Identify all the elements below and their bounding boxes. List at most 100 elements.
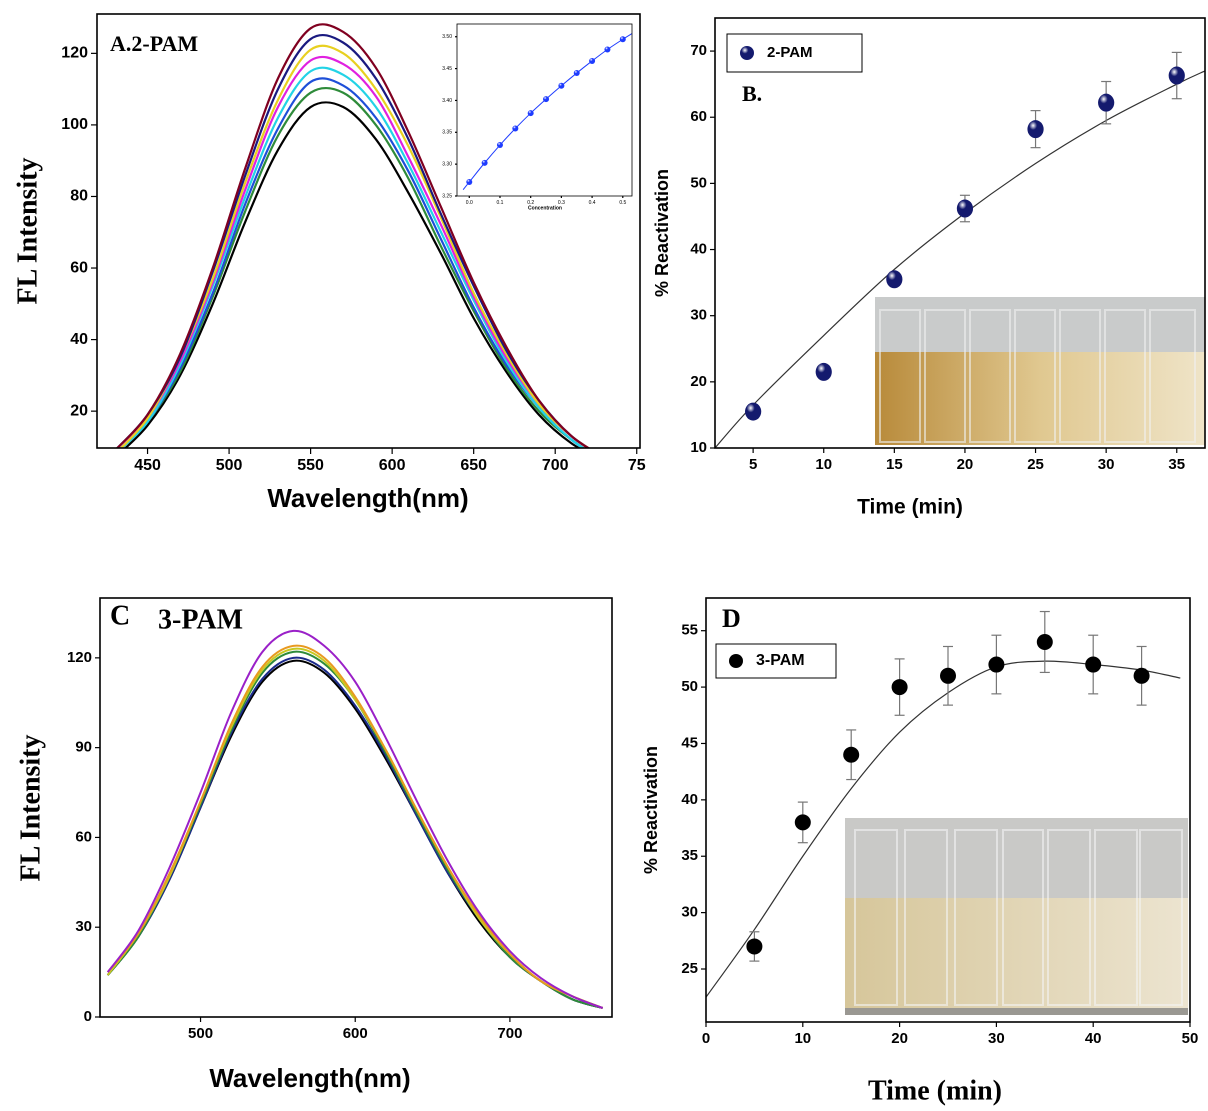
marker: [604, 46, 611, 53]
series-line: [123, 101, 581, 448]
x-axis-label: Wavelength(nm): [267, 483, 468, 513]
x-tick-label: 550: [297, 457, 324, 474]
marker: [1098, 93, 1115, 112]
marker: [746, 938, 763, 955]
y-axis-label: % Reactivation: [652, 169, 672, 297]
y-tick-label: 30: [681, 904, 698, 921]
y-tick-label: 50: [681, 678, 698, 695]
x-tick-label: 700: [497, 1025, 522, 1042]
marker: [794, 814, 811, 831]
series-line: [120, 66, 585, 448]
x-tick-label: 0: [702, 1030, 710, 1047]
marker: [988, 656, 1005, 673]
x-tick-label: 0.5: [619, 200, 626, 206]
panel-annotation: C: [110, 600, 130, 631]
x-tick-label: 50: [1182, 1030, 1199, 1047]
y-tick-label: 10: [690, 439, 707, 456]
plot-frame: [96, 13, 641, 449]
y-tick-label: 3.25: [442, 193, 452, 199]
marker: [1085, 656, 1102, 673]
x-axis-label: Concentration: [528, 205, 562, 211]
x-tick-label: 0.2: [527, 200, 534, 206]
x-tick-label: 650: [460, 457, 487, 474]
y-tick-label: 3.30: [442, 161, 452, 167]
series-line: [115, 33, 591, 448]
panel-annotation: D: [722, 604, 741, 633]
y-tick-label: 40: [681, 791, 698, 808]
x-tick-label: 600: [343, 1025, 368, 1042]
x-tick-label: 5: [749, 456, 757, 473]
y-tick-label: 25: [681, 960, 698, 977]
panel: 5 10 15 20 25 30 35 10 20 30 40 50 60 70 Time (min) % R…: [652, 17, 1206, 519]
y-tick-label: 40: [70, 331, 88, 348]
y-axis-label: FL Intensity: [15, 734, 46, 881]
marker: [589, 57, 596, 64]
marker: [466, 178, 473, 185]
legend-label: 2-PAM: [767, 44, 813, 61]
marker: [558, 82, 565, 89]
y-tick-label: 20: [70, 402, 88, 419]
y-tick-label: 70: [690, 42, 707, 59]
vial-photo-d: [845, 818, 1188, 1015]
plot-frame: [456, 23, 633, 197]
marker: [815, 362, 832, 381]
marker: [619, 36, 626, 43]
x-tick-label: 20: [957, 456, 974, 473]
y-tick-label: 3.50: [442, 34, 452, 40]
y-tick-label: 120: [67, 649, 92, 666]
x-axis-label: Wavelength(nm): [209, 1063, 410, 1093]
plot-area: [715, 51, 1205, 448]
x-tick-label: 10: [794, 1030, 811, 1047]
y-tick-label: 30: [75, 918, 92, 935]
marker: [1168, 66, 1185, 85]
marker: [1036, 633, 1053, 650]
panel: 500 600 700 0 30 60 90 120 Wavelength(nm) FL Inte…: [15, 597, 613, 1093]
y-tick-label: 20: [690, 373, 707, 390]
x-tick-label: 40: [1085, 1030, 1102, 1047]
plot-frame: [714, 17, 1206, 449]
series-line: [120, 77, 585, 448]
x-tick-label: 35: [1168, 456, 1185, 473]
y-tick-label: 3.40: [442, 98, 452, 104]
x-tick-label: 30: [988, 1030, 1005, 1047]
vial-photo-b: [875, 297, 1205, 445]
x-tick-label: 500: [216, 457, 243, 474]
y-axis-label: % Reactivation: [641, 746, 661, 874]
x-tick-label: 25: [1027, 456, 1044, 473]
series-line: [106, 659, 603, 1009]
series-line: [119, 55, 591, 448]
marker: [745, 402, 762, 421]
panel-annotation: 3-PAM: [158, 604, 243, 635]
y-tick-label: 45: [681, 734, 698, 751]
x-tick-label: 450: [134, 457, 161, 474]
y-tick-label: 80: [70, 188, 88, 205]
plot-area: [462, 33, 632, 190]
x-tick-label: 0.4: [589, 200, 596, 206]
y-tick-label: 60: [690, 108, 707, 125]
panel: 0.0 0.1 0.2 0.3 0.4 0.5 3.25 3.30 3.35 3.40 3.45 3.…: [442, 23, 633, 211]
marker: [891, 679, 908, 696]
panel: 0 10 20 30 40 50 25 30 35 40 45 50 55 Time (min) % Rea…: [641, 597, 1199, 1106]
marker: [481, 159, 488, 166]
x-tick-label: 600: [379, 457, 406, 474]
series-line: [119, 86, 586, 448]
x-tick-label: 0.0: [466, 200, 473, 206]
marker: [496, 142, 503, 149]
marker: [886, 270, 903, 289]
x-tick-label: 20: [891, 1030, 908, 1047]
x-tick-label: 15: [886, 456, 903, 473]
series-line: [106, 629, 604, 1009]
marker: [940, 667, 956, 684]
x-tick-label: 0.3: [558, 200, 565, 206]
marker: [843, 746, 860, 763]
x-tick-label: 700: [542, 457, 569, 474]
x-tick-label: 30: [1098, 456, 1115, 473]
x-tick-label: 75: [628, 457, 646, 474]
plot-area: [115, 23, 591, 448]
marker: [956, 199, 974, 218]
panel-annotation: A.2-PAM: [110, 31, 198, 56]
panel-annotation: B.: [742, 81, 762, 106]
legend-label: 3-PAM: [756, 652, 805, 669]
y-tick-label: 90: [75, 739, 92, 756]
